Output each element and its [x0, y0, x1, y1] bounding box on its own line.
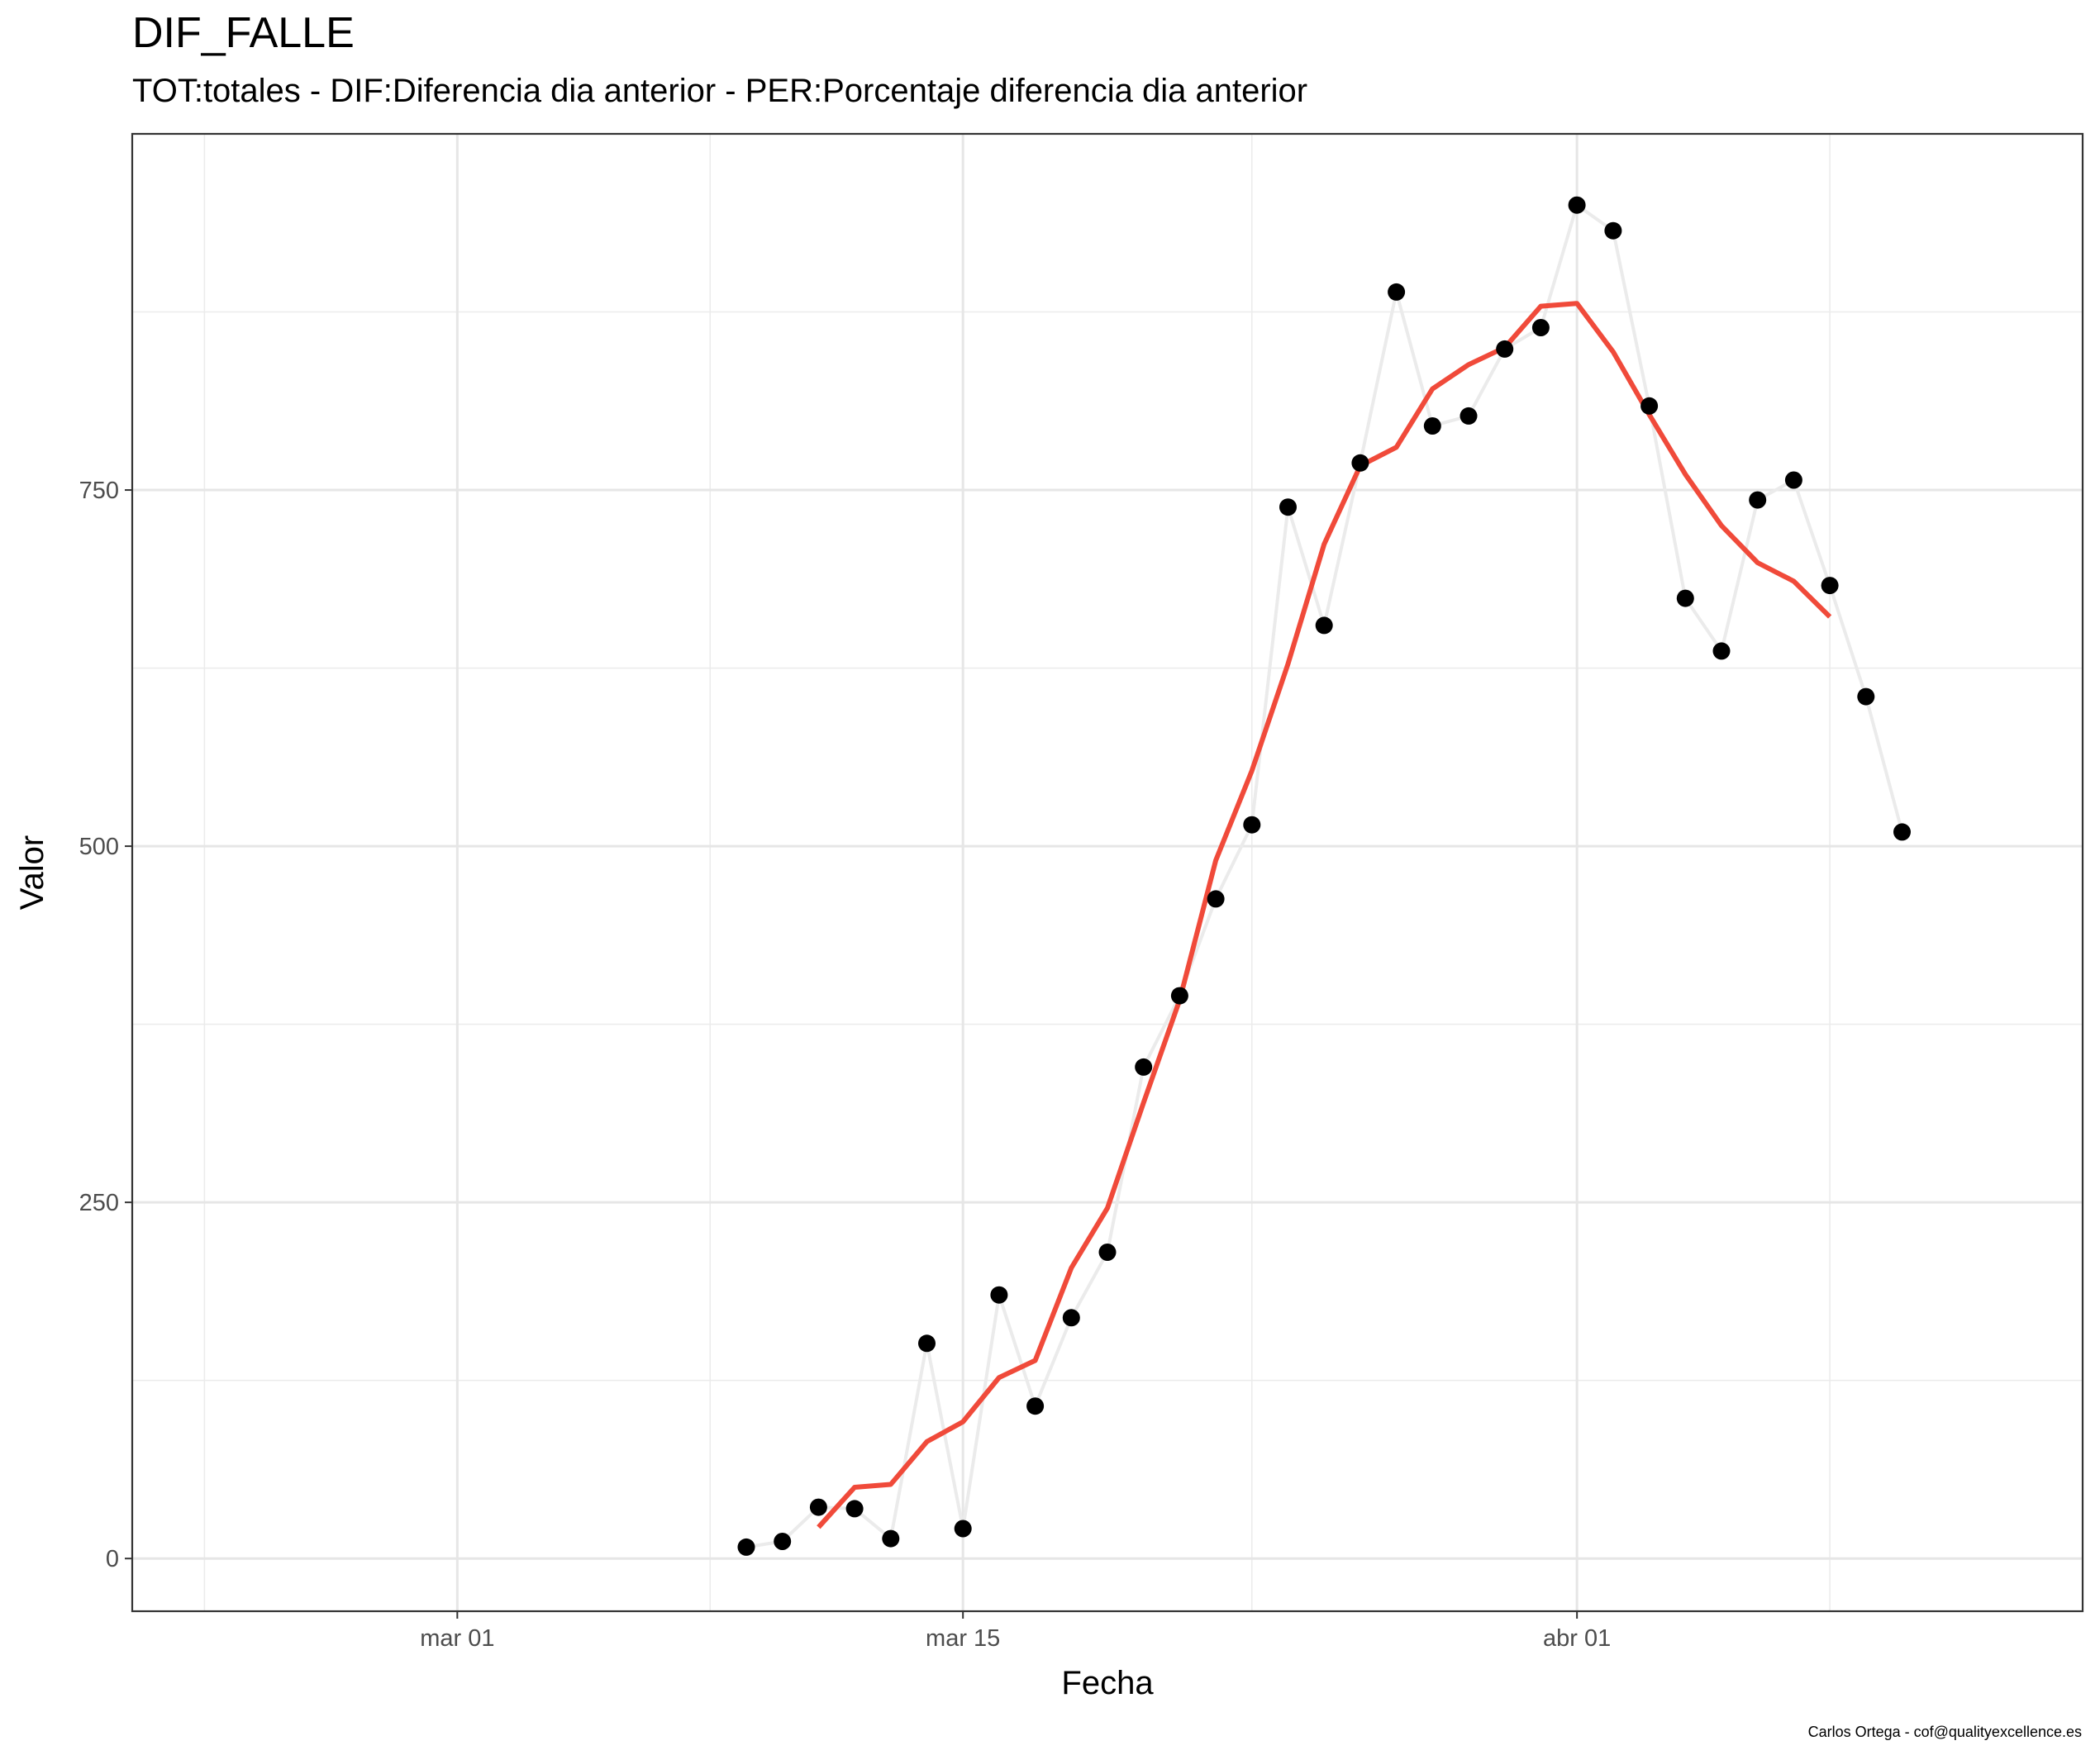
data-point — [774, 1533, 792, 1550]
data-point — [1568, 196, 1586, 214]
data-point — [1857, 687, 1875, 706]
data-point — [1243, 816, 1261, 834]
minor-gridlines — [132, 134, 2083, 1611]
data-point — [1893, 823, 1911, 841]
y-axis-title: Valor — [14, 835, 50, 910]
data-point — [1279, 498, 1297, 516]
chart-title: DIF_FALLE — [132, 9, 355, 57]
x-tick-label: abr 01 — [1543, 1625, 1611, 1652]
data-point — [1496, 340, 1514, 358]
data-point — [918, 1334, 936, 1353]
data-points-layer — [737, 196, 1911, 1556]
data-point — [809, 1498, 827, 1516]
y-tick-label: 750 — [79, 478, 119, 504]
data-point — [1784, 471, 1802, 489]
major-gridlines — [132, 134, 2083, 1611]
plot-panel-border — [131, 132, 2084, 1613]
y-tick-label: 0 — [106, 1546, 119, 1572]
y-tick-label: 500 — [79, 834, 119, 860]
data-point — [1135, 1058, 1153, 1076]
data-point — [954, 1520, 972, 1538]
data-point — [845, 1500, 864, 1518]
data-point — [1749, 491, 1767, 509]
data-point — [1098, 1244, 1117, 1261]
data-point — [1315, 616, 1333, 635]
chart-subtitle: TOT:totales - DIF:Diferencia dia anterio… — [132, 73, 1308, 109]
data-point — [1531, 319, 1550, 336]
data-point — [1170, 987, 1188, 1005]
data-point — [1676, 589, 1694, 607]
data-point — [990, 1286, 1008, 1304]
x-axis-title: Fecha — [1061, 1665, 1154, 1701]
data-point — [1062, 1309, 1080, 1327]
axis-tick-labels: mar 01 mar 15 abr 01 0 250 500 750 — [79, 478, 1612, 1652]
data-point — [737, 1538, 755, 1556]
data-point — [1207, 890, 1225, 908]
axis-ticks — [125, 489, 1579, 1619]
smooth-line-layer — [817, 301, 1832, 1529]
data-point — [1640, 397, 1659, 415]
data-point — [1351, 454, 1369, 472]
y-tick-label: 250 — [79, 1190, 119, 1216]
smooth-trend-line — [817, 301, 1832, 1529]
chart-caption: Carlos Ortega - cof@qualityexcellence.es — [1807, 1724, 2082, 1740]
data-point — [1604, 221, 1622, 240]
data-point — [1388, 283, 1406, 301]
x-tick-label: mar 01 — [420, 1625, 494, 1652]
data-point — [882, 1529, 900, 1548]
x-tick-label: mar 15 — [926, 1625, 1000, 1652]
data-point — [1460, 407, 1478, 425]
data-point — [1821, 577, 1839, 595]
data-point — [1712, 642, 1731, 660]
data-point — [1423, 417, 1441, 435]
data-point — [1026, 1397, 1045, 1415]
